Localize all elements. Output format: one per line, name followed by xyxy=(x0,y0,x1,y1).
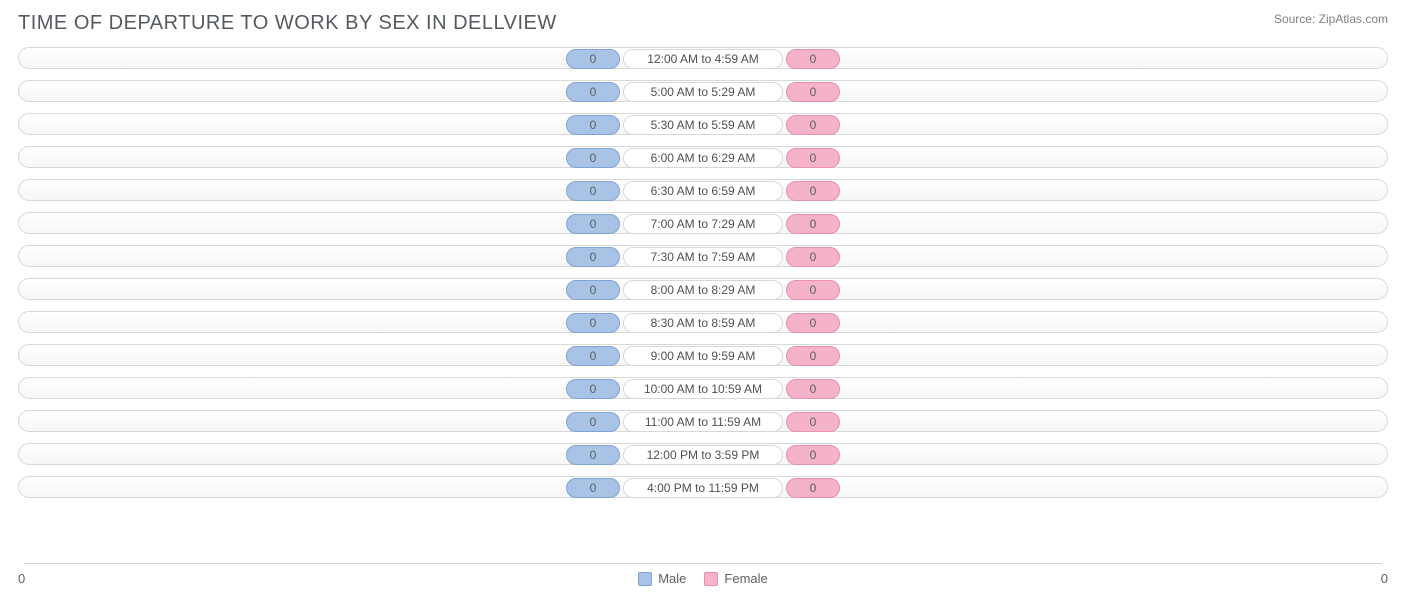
axis-line xyxy=(24,563,1382,564)
male-value-pill: 0 xyxy=(566,247,620,267)
male-value-pill: 0 xyxy=(566,346,620,366)
male-value-pill: 0 xyxy=(566,412,620,432)
chart-row: 012:00 PM to 3:59 PM0 xyxy=(18,443,1388,465)
chart-row: 012:00 AM to 4:59 AM0 xyxy=(18,47,1388,69)
male-swatch-icon xyxy=(638,572,652,586)
row-center-stack: 012:00 PM to 3:59 PM0 xyxy=(566,444,840,466)
male-value-pill: 0 xyxy=(566,181,620,201)
row-track: 012:00 PM to 3:59 PM0 xyxy=(18,443,1388,465)
chart-row: 04:00 PM to 11:59 PM0 xyxy=(18,476,1388,498)
row-center-stack: 08:00 AM to 8:29 AM0 xyxy=(566,279,840,301)
row-track: 05:00 AM to 5:29 AM0 xyxy=(18,80,1388,102)
chart-row: 06:00 AM to 6:29 AM0 xyxy=(18,146,1388,168)
row-label-pill: 5:30 AM to 5:59 AM xyxy=(623,115,783,135)
legend: Male Female xyxy=(638,571,768,586)
row-label-pill: 11:00 AM to 11:59 AM xyxy=(623,412,783,432)
row-track: 04:00 PM to 11:59 PM0 xyxy=(18,476,1388,498)
row-center-stack: 06:00 AM to 6:29 AM0 xyxy=(566,147,840,169)
chart-title: TIME OF DEPARTURE TO WORK BY SEX IN DELL… xyxy=(18,12,557,35)
female-value-pill: 0 xyxy=(786,49,840,69)
chart-row: 08:30 AM to 8:59 AM0 xyxy=(18,311,1388,333)
male-value-pill: 0 xyxy=(566,445,620,465)
female-value-pill: 0 xyxy=(786,247,840,267)
row-label-pill: 6:00 AM to 6:29 AM xyxy=(623,148,783,168)
male-value-pill: 0 xyxy=(566,280,620,300)
row-track: 07:30 AM to 7:59 AM0 xyxy=(18,245,1388,267)
row-track: 08:30 AM to 8:59 AM0 xyxy=(18,311,1388,333)
female-value-pill: 0 xyxy=(786,313,840,333)
chart-row: 07:00 AM to 7:29 AM0 xyxy=(18,212,1388,234)
row-center-stack: 04:00 PM to 11:59 PM0 xyxy=(566,477,840,499)
male-value-pill: 0 xyxy=(566,313,620,333)
row-label-pill: 4:00 PM to 11:59 PM xyxy=(623,478,783,498)
male-value-pill: 0 xyxy=(566,82,620,102)
female-value-pill: 0 xyxy=(786,478,840,498)
row-track: 06:30 AM to 6:59 AM0 xyxy=(18,179,1388,201)
female-value-pill: 0 xyxy=(786,379,840,399)
female-value-pill: 0 xyxy=(786,412,840,432)
row-track: 011:00 AM to 11:59 AM0 xyxy=(18,410,1388,432)
row-center-stack: 05:00 AM to 5:29 AM0 xyxy=(566,81,840,103)
male-value-pill: 0 xyxy=(566,379,620,399)
row-track: 012:00 AM to 4:59 AM0 xyxy=(18,47,1388,69)
row-center-stack: 07:00 AM to 7:29 AM0 xyxy=(566,213,840,235)
row-track: 08:00 AM to 8:29 AM0 xyxy=(18,278,1388,300)
row-track: 06:00 AM to 6:29 AM0 xyxy=(18,146,1388,168)
row-track: 05:30 AM to 5:59 AM0 xyxy=(18,113,1388,135)
row-label-pill: 8:00 AM to 8:29 AM xyxy=(623,280,783,300)
female-value-pill: 0 xyxy=(786,445,840,465)
source-attribution: Source: ZipAtlas.com xyxy=(1274,12,1388,26)
row-track: 010:00 AM to 10:59 AM0 xyxy=(18,377,1388,399)
chart-footer: 0 Male Female 0 xyxy=(18,571,1388,586)
legend-male-label: Male xyxy=(658,571,686,586)
chart-row: 010:00 AM to 10:59 AM0 xyxy=(18,377,1388,399)
axis-right-value: 0 xyxy=(1381,571,1388,586)
row-center-stack: 06:30 AM to 6:59 AM0 xyxy=(566,180,840,202)
row-label-pill: 6:30 AM to 6:59 AM xyxy=(623,181,783,201)
row-label-pill: 12:00 PM to 3:59 PM xyxy=(623,445,783,465)
male-value-pill: 0 xyxy=(566,214,620,234)
chart-row: 08:00 AM to 8:29 AM0 xyxy=(18,278,1388,300)
row-label-pill: 7:30 AM to 7:59 AM xyxy=(623,247,783,267)
row-center-stack: 08:30 AM to 8:59 AM0 xyxy=(566,312,840,334)
female-value-pill: 0 xyxy=(786,280,840,300)
legend-female-label: Female xyxy=(724,571,767,586)
male-value-pill: 0 xyxy=(566,49,620,69)
row-label-pill: 12:00 AM to 4:59 AM xyxy=(623,49,783,69)
axis-left-value: 0 xyxy=(18,571,25,586)
row-center-stack: 05:30 AM to 5:59 AM0 xyxy=(566,114,840,136)
female-value-pill: 0 xyxy=(786,346,840,366)
chart-row: 07:30 AM to 7:59 AM0 xyxy=(18,245,1388,267)
row-track: 09:00 AM to 9:59 AM0 xyxy=(18,344,1388,366)
row-label-pill: 10:00 AM to 10:59 AM xyxy=(623,379,783,399)
chart-row: 011:00 AM to 11:59 AM0 xyxy=(18,410,1388,432)
chart-header: TIME OF DEPARTURE TO WORK BY SEX IN DELL… xyxy=(0,0,1406,43)
row-center-stack: 012:00 AM to 4:59 AM0 xyxy=(566,48,840,70)
legend-item-female: Female xyxy=(704,571,767,586)
male-value-pill: 0 xyxy=(566,148,620,168)
row-label-pill: 5:00 AM to 5:29 AM xyxy=(623,82,783,102)
row-center-stack: 011:00 AM to 11:59 AM0 xyxy=(566,411,840,433)
chart-row: 05:00 AM to 5:29 AM0 xyxy=(18,80,1388,102)
female-value-pill: 0 xyxy=(786,148,840,168)
row-track: 07:00 AM to 7:29 AM0 xyxy=(18,212,1388,234)
row-label-pill: 8:30 AM to 8:59 AM xyxy=(623,313,783,333)
male-value-pill: 0 xyxy=(566,115,620,135)
female-value-pill: 0 xyxy=(786,82,840,102)
chart-body: 012:00 AM to 4:59 AM005:00 AM to 5:29 AM… xyxy=(0,43,1406,498)
row-center-stack: 07:30 AM to 7:59 AM0 xyxy=(566,246,840,268)
row-center-stack: 09:00 AM to 9:59 AM0 xyxy=(566,345,840,367)
row-label-pill: 9:00 AM to 9:59 AM xyxy=(623,346,783,366)
chart-row: 06:30 AM to 6:59 AM0 xyxy=(18,179,1388,201)
female-value-pill: 0 xyxy=(786,214,840,234)
male-value-pill: 0 xyxy=(566,478,620,498)
female-swatch-icon xyxy=(704,572,718,586)
row-center-stack: 010:00 AM to 10:59 AM0 xyxy=(566,378,840,400)
chart-row: 05:30 AM to 5:59 AM0 xyxy=(18,113,1388,135)
row-label-pill: 7:00 AM to 7:29 AM xyxy=(623,214,783,234)
legend-item-male: Male xyxy=(638,571,686,586)
female-value-pill: 0 xyxy=(786,181,840,201)
female-value-pill: 0 xyxy=(786,115,840,135)
chart-row: 09:00 AM to 9:59 AM0 xyxy=(18,344,1388,366)
